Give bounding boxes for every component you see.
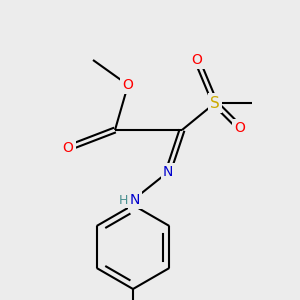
Text: N: N xyxy=(163,165,173,179)
Text: H: H xyxy=(118,194,128,206)
Text: O: O xyxy=(123,78,134,92)
Text: O: O xyxy=(63,141,74,155)
Text: O: O xyxy=(192,53,203,67)
Text: N: N xyxy=(130,193,140,207)
Text: O: O xyxy=(235,121,245,135)
Text: S: S xyxy=(210,95,220,110)
